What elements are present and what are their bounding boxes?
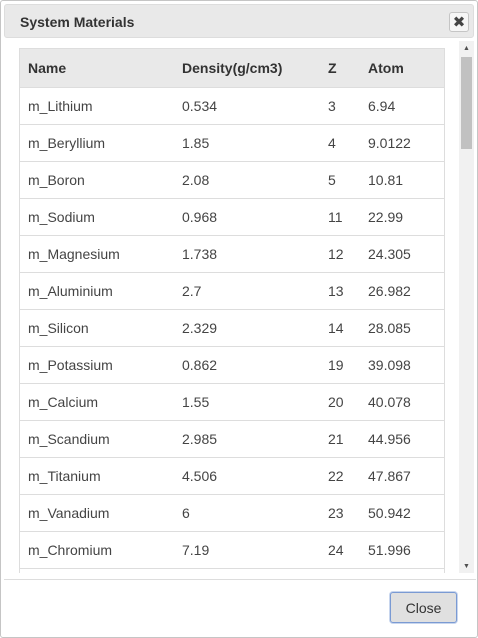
cell-name: m_Vanadium <box>20 494 182 532</box>
cell-atom: 39.098 <box>368 346 444 384</box>
cell-atom: 10.81 <box>368 161 444 199</box>
scrollbar-thumb[interactable] <box>461 57 472 149</box>
table-row[interactable]: m_Calcium 1.55 20 40.078 <box>20 383 444 421</box>
cell-name: m_Silicon <box>20 309 182 347</box>
cell-atom: 47.867 <box>368 457 444 495</box>
table-row[interactable]: m_Vanadium 6 23 50.942 <box>20 494 444 532</box>
table-row[interactable]: m_Scandium 2.985 21 44.956 <box>20 420 444 458</box>
table-row[interactable]: m_Aluminium 2.7 13 26.982 <box>20 272 444 310</box>
vertical-scrollbar[interactable]: ▲ ▼ <box>459 41 474 573</box>
cell-density: 1.85 <box>182 124 328 162</box>
cell-z: 13 <box>328 272 368 310</box>
cell-density: 2.985 <box>182 420 328 458</box>
cell-z: 24 <box>328 531 368 569</box>
cell-atom: 28.085 <box>368 309 444 347</box>
cell-atom: 26.982 <box>368 272 444 310</box>
cell-atom: 40.078 <box>368 383 444 421</box>
cell-z: 5 <box>328 161 368 199</box>
cell-z: 21 <box>328 420 368 458</box>
table-row[interactable]: m_Beryllium 1.85 4 9.0122 <box>20 124 444 162</box>
cell-name: m_Sodium <box>20 198 182 236</box>
cell-z: 3 <box>328 87 368 125</box>
materials-table-container: Name Density(g/cm3) Z Atom m_Lithium 0.53… <box>19 48 445 573</box>
cell-z: 12 <box>328 235 368 273</box>
cell-density: 2.08 <box>182 161 328 199</box>
header-atom[interactable]: Atom <box>368 48 444 88</box>
cell-z: 4 <box>328 124 368 162</box>
cell-density: 0.862 <box>182 346 328 384</box>
cell-density: 6 <box>182 494 328 532</box>
table-row[interactable]: m_Potassium 0.862 19 39.098 <box>20 346 444 384</box>
cell-atom: 24.305 <box>368 235 444 273</box>
table-row[interactable]: m_Sodium 0.968 11 22.99 <box>20 198 444 236</box>
cell-name: m_Magnesium <box>20 235 182 273</box>
cell-density: 2.329 <box>182 309 328 347</box>
cell-atom: 9.0122 <box>368 124 444 162</box>
cell-z: 14 <box>328 309 368 347</box>
cell-density: 0.968 <box>182 198 328 236</box>
close-button[interactable]: Close <box>390 592 457 623</box>
cell-z: 22 <box>328 457 368 495</box>
cell-density: 1.738 <box>182 235 328 273</box>
table-row[interactable]: m_Titanium 4.506 22 47.867 <box>20 457 444 495</box>
cell-name: m_Aluminium <box>20 272 182 310</box>
cell-density: 7.19 <box>182 531 328 569</box>
cell-name: m_Lithium <box>20 87 182 125</box>
cell-atom: 50.942 <box>368 494 444 532</box>
cell-z: 11 <box>328 198 368 236</box>
cell-name: m_Potassium <box>20 346 182 384</box>
dialog-titlebar[interactable]: System Materials ✖ <box>4 4 474 38</box>
table-row[interactable]: m_Magnesium 1.738 12 24.305 <box>20 235 444 273</box>
table-row[interactable]: m_Lithium 0.534 3 6.94 <box>20 87 444 125</box>
table-row[interactable]: m_Silicon 2.329 14 28.085 <box>20 309 444 347</box>
dialog-title: System Materials <box>20 14 135 30</box>
header-density[interactable]: Density(g/cm3) <box>182 48 328 88</box>
cell-atom: 51.996 <box>368 531 444 569</box>
cell-name: m_Calcium <box>20 383 182 421</box>
table-header-row: Name Density(g/cm3) Z Atom <box>20 48 444 88</box>
cell-atom: 22.99 <box>368 198 444 236</box>
cell-z: 20 <box>328 383 368 421</box>
cell-density: 0.534 <box>182 87 328 125</box>
scroll-up-arrow-icon[interactable]: ▲ <box>463 44 470 52</box>
dialog-content: Name Density(g/cm3) Z Atom m_Lithium 0.53… <box>4 41 476 573</box>
dialog-footer-divider <box>4 579 476 580</box>
close-x-icon[interactable]: ✖ <box>449 12 469 32</box>
cell-atom: 6.94 <box>368 87 444 125</box>
header-name[interactable]: Name <box>20 48 182 88</box>
header-z[interactable]: Z <box>328 48 368 88</box>
materials-table: Name Density(g/cm3) Z Atom m_Lithium 0.53… <box>20 48 444 569</box>
cell-name: m_Boron <box>20 161 182 199</box>
cell-name: m_Chromium <box>20 531 182 569</box>
cell-density: 1.55 <box>182 383 328 421</box>
table-row[interactable]: m_Boron 2.08 5 10.81 <box>20 161 444 199</box>
scroll-down-arrow-icon[interactable]: ▼ <box>463 562 470 570</box>
cell-name: m_Titanium <box>20 457 182 495</box>
cell-z: 23 <box>328 494 368 532</box>
cell-z: 19 <box>328 346 368 384</box>
cell-density: 2.7 <box>182 272 328 310</box>
cell-name: m_Scandium <box>20 420 182 458</box>
cell-atom: 44.956 <box>368 420 444 458</box>
table-row[interactable]: m_Chromium 7.19 24 51.996 <box>20 531 444 569</box>
cell-name: m_Beryllium <box>20 124 182 162</box>
cell-density: 4.506 <box>182 457 328 495</box>
